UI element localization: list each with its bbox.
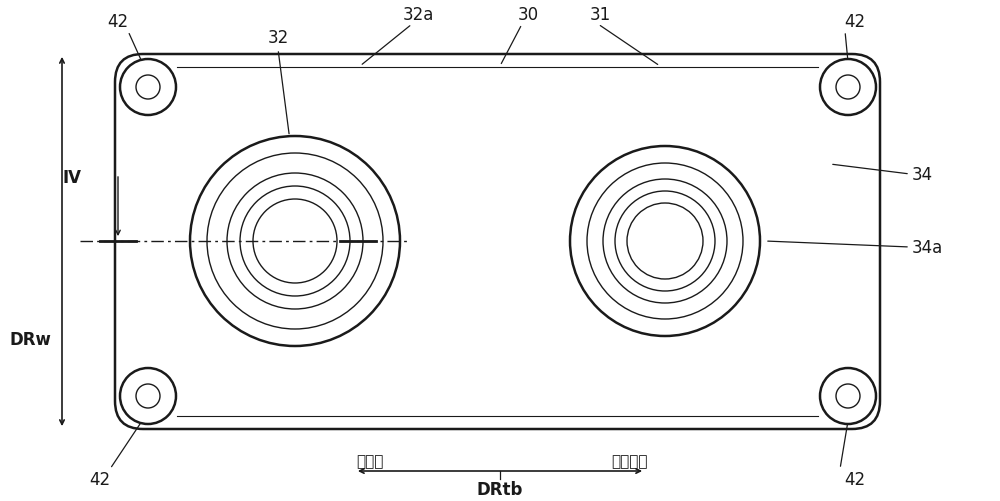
Circle shape [603,180,727,304]
Circle shape [253,199,337,284]
Circle shape [570,147,760,336]
Text: DRtb: DRtb [477,480,523,498]
Text: 一方側: 一方側 [356,453,384,468]
Text: IV: IV [63,169,82,187]
Text: 34: 34 [912,166,933,184]
Circle shape [227,174,363,310]
Circle shape [587,164,743,319]
Circle shape [190,137,400,346]
Text: 32: 32 [267,29,289,47]
Circle shape [120,60,176,116]
Circle shape [240,187,350,297]
Circle shape [136,76,160,100]
Text: DRw: DRw [9,330,51,348]
Text: 42: 42 [89,470,111,488]
Circle shape [836,384,860,408]
Text: 42: 42 [844,470,866,488]
Text: 30: 30 [517,6,539,24]
Circle shape [120,368,176,424]
Text: 32a: 32a [402,6,434,24]
Text: 42: 42 [844,13,866,31]
Circle shape [615,191,715,292]
Text: 另一方側: 另一方側 [612,453,648,468]
FancyBboxPatch shape [115,55,880,429]
Circle shape [207,154,383,329]
Circle shape [820,368,876,424]
Text: IV: IV [331,169,350,187]
Circle shape [136,384,160,408]
Text: 42: 42 [107,13,129,31]
Circle shape [188,135,402,348]
Circle shape [627,203,703,280]
Text: 31: 31 [589,6,611,24]
Circle shape [568,145,762,338]
Circle shape [820,60,876,116]
Circle shape [836,76,860,100]
Text: 34a: 34a [912,238,943,257]
